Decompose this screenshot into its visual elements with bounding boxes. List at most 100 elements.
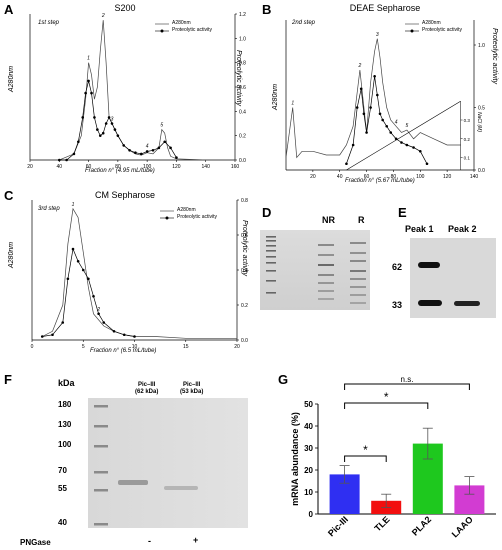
activity-point — [122, 144, 126, 147]
series-activity-line — [59, 80, 177, 161]
pic-iii-62-band — [118, 480, 148, 485]
activity-point — [157, 146, 161, 150]
peak-label: 4 — [146, 143, 149, 149]
x-tick-label: 140 — [202, 164, 211, 170]
ladder-band — [94, 523, 108, 526]
g-x-tick-label: PLA2 — [410, 514, 433, 537]
activity-point — [385, 124, 389, 128]
panel-b-step: 2nd step — [292, 20, 316, 26]
ladder-band — [266, 245, 276, 247]
nr-band — [318, 298, 334, 300]
bracket-tle — [344, 455, 387, 462]
ladder-band — [266, 236, 276, 238]
activity-point — [40, 335, 44, 338]
nr-band — [318, 254, 334, 256]
nr-band — [318, 244, 334, 246]
x-tick-label: 15 — [183, 344, 189, 350]
panel-e-marker-33: 33 — [392, 300, 403, 310]
peak-label: 2 — [96, 307, 100, 313]
activity-point — [145, 150, 149, 153]
activity-point — [87, 277, 90, 281]
panel-f-kda-label: kDa — [58, 378, 75, 388]
activity-point — [355, 106, 359, 109]
peak-label: 1 — [72, 202, 75, 208]
activity-point — [122, 333, 126, 337]
g-x-tick-label: Pic-III — [326, 514, 350, 538]
r-band — [350, 270, 366, 272]
peak-label: 1 — [291, 101, 294, 107]
g-y-tick-label: 30 — [304, 444, 313, 453]
bar-pic-iii — [329, 474, 360, 514]
ladder-band — [266, 256, 276, 258]
x-tick-label: 0 — [31, 344, 34, 350]
g-y-tick-label: 0 — [309, 510, 314, 519]
nacl-tick-label: 0.3 — [464, 118, 471, 123]
panel-c-step: 3rd step — [38, 206, 60, 212]
r-band — [350, 252, 366, 254]
panel-f-marker-180: 180 — [58, 400, 72, 409]
activity-point — [96, 128, 99, 131]
panel-a-legend: A280nm Proteolytic activity — [155, 20, 212, 34]
x-tick-label: 140 — [470, 174, 479, 180]
activity-point — [112, 329, 116, 333]
panel-b-title: DEAE Sepharose — [349, 3, 421, 13]
panel-b-y2label: Proteolytic activity — [491, 28, 498, 85]
panel-f-lane1-name: Pic–III — [138, 382, 156, 388]
g-x-tick-label: LAAO — [450, 514, 475, 539]
activity-point — [90, 91, 93, 95]
x-tick-label: 20 — [27, 164, 33, 170]
peak-label: 4 — [395, 119, 398, 125]
nacl-tick-label: 0.2 — [464, 137, 471, 142]
activity-point — [412, 146, 415, 149]
y2-tick-label: 0.0 — [478, 168, 485, 174]
panel-g-letter: G — [278, 372, 289, 387]
ladder-band — [94, 425, 108, 428]
activity-point — [93, 116, 96, 119]
panel-f-marker-130: 130 — [58, 420, 72, 429]
activity-point — [169, 146, 172, 150]
r-band — [350, 294, 366, 296]
panel-b-legend: A280nm Proteolytic activity — [405, 20, 462, 34]
panel-d-letter: D — [262, 205, 272, 220]
activity-point — [98, 134, 102, 137]
x-tick-label: 100 — [416, 174, 425, 180]
series-a280-line — [42, 207, 237, 339]
r-band — [350, 260, 366, 262]
activity-point — [163, 140, 167, 144]
panel-f-letter: F — [4, 372, 12, 387]
panel-d-gel — [260, 230, 370, 310]
x-tick-label: 40 — [57, 164, 63, 170]
ladder-band — [266, 280, 276, 282]
panel-e-lane-peak1: Peak 1 — [405, 224, 434, 234]
activity-point — [110, 122, 114, 125]
nacl-tick-label: 0.1 — [464, 156, 471, 161]
activity-point — [81, 268, 85, 272]
ladder-band — [94, 445, 108, 448]
ladder-band — [94, 489, 108, 492]
activity-point — [107, 116, 111, 119]
activity-point — [57, 158, 61, 162]
x-tick-label: 5 — [82, 344, 85, 350]
y2-tick-label: 0.8 — [241, 198, 248, 204]
activity-point — [71, 247, 75, 251]
series-a280-line — [30, 20, 235, 161]
activity-point — [76, 259, 80, 263]
activity-point — [351, 143, 355, 147]
panel-f-gel — [88, 398, 248, 528]
peak-label: 5 — [160, 123, 163, 129]
panel-f-marker-100: 100 — [58, 440, 72, 449]
activity-point — [365, 131, 368, 134]
activity-point — [116, 134, 120, 137]
activity-point — [369, 106, 372, 109]
activity-point — [362, 112, 366, 116]
panel-f-lane2-name: Pic–III — [183, 382, 201, 388]
ladder-band — [94, 471, 108, 474]
panel-b-nacllabel: NaCl (M) — [476, 112, 482, 132]
panel-c-letter: C — [4, 188, 14, 203]
activity-point — [381, 118, 384, 122]
activity-point — [139, 152, 143, 156]
y2-tick-label: 1.2 — [239, 12, 246, 18]
peak-label: 1 — [87, 56, 90, 62]
peak1-band-62 — [418, 262, 440, 268]
panel-a-xlabel: Fraction n° (4.95 mL/tube) — [85, 168, 155, 174]
